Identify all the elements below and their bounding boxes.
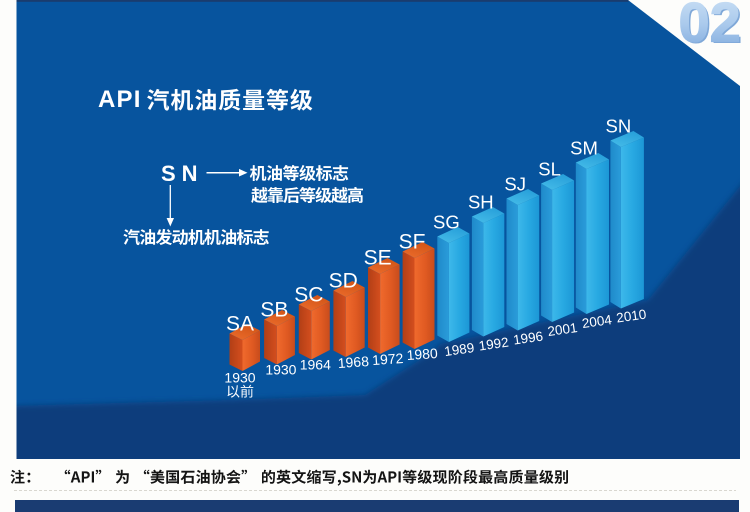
svg-text:02: 02 xyxy=(679,0,741,54)
svg-text:SL: SL xyxy=(538,159,561,180)
svg-text:SH: SH xyxy=(468,192,494,213)
svg-text:SB: SB xyxy=(260,299,288,322)
svg-text:SN: SN xyxy=(606,116,632,137)
svg-text:SG: SG xyxy=(433,212,460,233)
svg-text:1968: 1968 xyxy=(337,353,369,371)
svg-text:2004: 2004 xyxy=(581,312,613,331)
svg-text:02: 02 xyxy=(681,0,743,55)
svg-text:API: API xyxy=(98,86,142,113)
svg-text:SF: SF xyxy=(399,231,426,254)
svg-text:2001: 2001 xyxy=(547,320,579,339)
svg-text:SN: SN xyxy=(161,161,204,186)
svg-text:1972: 1972 xyxy=(372,350,404,368)
svg-text:2010: 2010 xyxy=(615,307,647,326)
svg-text:SJ: SJ xyxy=(504,174,526,195)
svg-text:1930: 1930 xyxy=(265,362,296,378)
svg-text:1989: 1989 xyxy=(443,340,475,359)
svg-text:SE: SE xyxy=(364,247,392,270)
svg-text:1996: 1996 xyxy=(512,329,544,348)
svg-text:SC: SC xyxy=(294,284,323,307)
svg-text:SM: SM xyxy=(570,138,598,159)
svg-text:1980: 1980 xyxy=(406,345,438,363)
svg-text:1930: 1930 xyxy=(224,370,255,386)
svg-text:SA: SA xyxy=(226,313,254,336)
svg-text:SD: SD xyxy=(329,270,358,293)
svg-text:1964: 1964 xyxy=(300,357,331,373)
svg-text:1992: 1992 xyxy=(478,335,510,354)
